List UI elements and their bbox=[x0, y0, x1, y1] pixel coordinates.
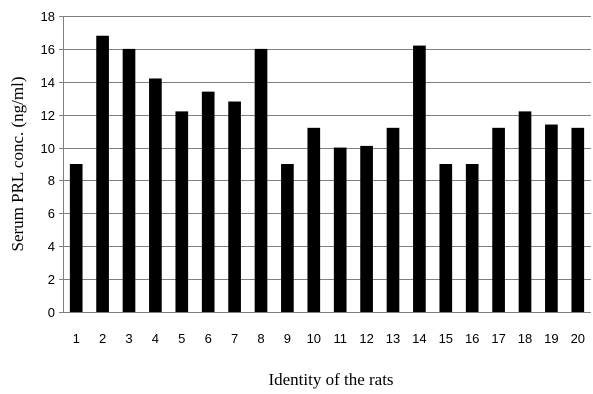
x-tick-label: 3 bbox=[125, 331, 132, 346]
bar-rat-16 bbox=[465, 164, 479, 312]
bar-rat-13 bbox=[386, 127, 400, 312]
bar-rat-14 bbox=[413, 45, 426, 312]
bar-rat-2 bbox=[96, 35, 109, 312]
x-tick-label: 16 bbox=[465, 331, 479, 346]
x-tick-label: 17 bbox=[491, 331, 505, 346]
x-tick-label: 7 bbox=[231, 331, 238, 346]
y-tick-label: 8 bbox=[48, 173, 55, 188]
x-tick-label: 18 bbox=[518, 331, 532, 346]
x-tick-label: 20 bbox=[571, 331, 585, 346]
bar-rat-1 bbox=[69, 164, 83, 312]
x-tick-label: 4 bbox=[152, 331, 159, 346]
x-tick-label: 1 bbox=[73, 331, 80, 346]
bar-rat-7 bbox=[228, 101, 241, 312]
x-tick-label: 8 bbox=[257, 331, 264, 346]
bar-rat-20 bbox=[571, 127, 585, 312]
y-tick-label: 2 bbox=[48, 272, 55, 287]
bar-rat-17 bbox=[492, 127, 505, 312]
bar-rat-10 bbox=[307, 127, 321, 312]
y-tick-label: 16 bbox=[41, 42, 55, 57]
x-tick-label: 10 bbox=[307, 331, 321, 346]
bar-rat-5 bbox=[175, 111, 189, 312]
bar-rat-8 bbox=[254, 48, 268, 312]
y-tick-label: 0 bbox=[48, 305, 55, 320]
bar-rat-12 bbox=[360, 145, 373, 312]
x-tick-label: 15 bbox=[439, 331, 453, 346]
x-tick-label: 19 bbox=[544, 331, 558, 346]
bar-rat-15 bbox=[439, 164, 453, 312]
y-gridlines bbox=[59, 16, 591, 313]
bar-rat-3 bbox=[122, 48, 136, 312]
x-tick-label: 11 bbox=[333, 331, 347, 346]
y-tick-labels: 0 2 4 6 8 10 12 14 16 18 bbox=[41, 9, 55, 320]
bar-rat-6 bbox=[201, 91, 215, 312]
x-tick-label: 2 bbox=[99, 331, 106, 346]
x-tick-label: 13 bbox=[386, 331, 400, 346]
y-axis-title: Serum PRL conc. (ng/ml) bbox=[8, 76, 27, 251]
x-tick-label: 12 bbox=[359, 331, 373, 346]
x-tick-label: 14 bbox=[412, 331, 426, 346]
x-tick-label: 6 bbox=[205, 331, 212, 346]
y-tick-label: 10 bbox=[41, 141, 55, 156]
y-tick-label: 18 bbox=[41, 9, 55, 24]
bar-rat-19 bbox=[545, 124, 558, 312]
y-tick-label: 12 bbox=[41, 108, 55, 123]
bar-rat-9 bbox=[281, 164, 294, 312]
bar-rat-4 bbox=[149, 78, 162, 313]
x-tick-labels: 1 2 3 4 5 6 7 8 9 10 11 12 13 14 15 16 17 18 19 20 bbox=[73, 331, 585, 346]
bars bbox=[69, 35, 585, 313]
x-axis-title: Identity of the rats bbox=[268, 370, 393, 389]
x-tick-label: 9 bbox=[284, 331, 291, 346]
y-tick-label: 4 bbox=[48, 239, 55, 254]
y-tick-label: 14 bbox=[41, 75, 55, 90]
x-tick-label: 5 bbox=[178, 331, 185, 346]
y-tick-label: 6 bbox=[48, 206, 55, 221]
bar-rat-11 bbox=[333, 147, 347, 312]
bar-rat-18 bbox=[518, 111, 532, 312]
